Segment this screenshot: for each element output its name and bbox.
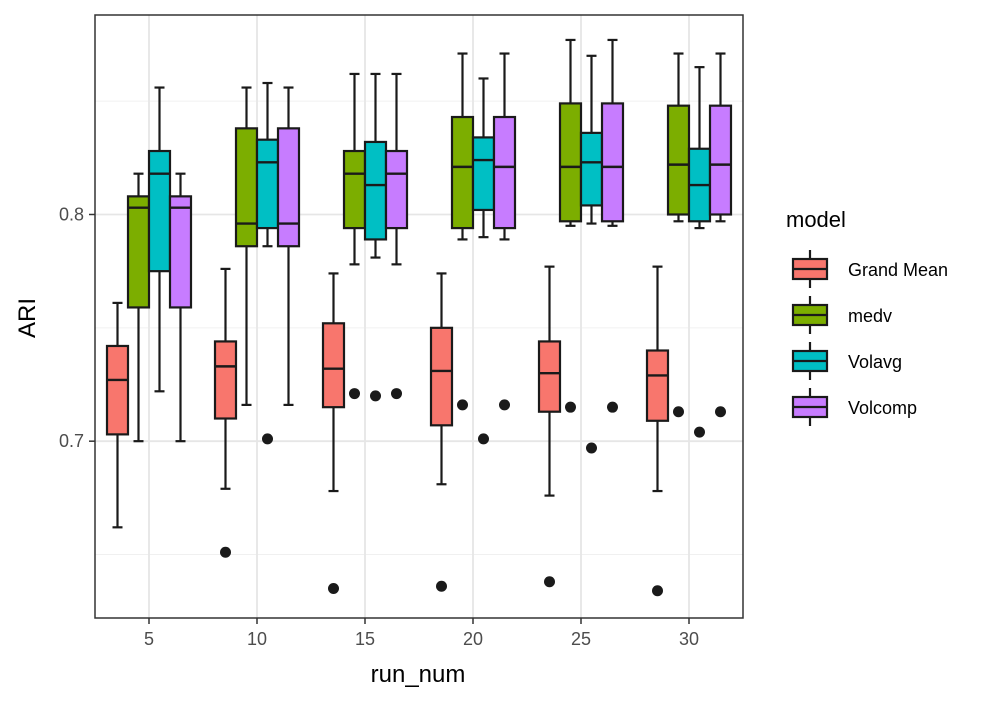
- outlier-point: [457, 399, 468, 411]
- outlier-point: [607, 401, 618, 413]
- legend-label: Grand Mean: [848, 260, 948, 280]
- box-body: [126, 195, 151, 309]
- y-axis-title: ARI: [14, 298, 41, 338]
- x-axis: 5 10 15 20 25 30: [144, 618, 699, 649]
- outlier-point: [436, 580, 447, 592]
- outlier-point: [544, 576, 555, 588]
- y-tick-label: 0.8: [59, 204, 84, 224]
- y-axis: 0.7 0.8: [59, 204, 95, 451]
- box-body: [708, 104, 733, 216]
- legend-label: Volavg: [848, 352, 902, 372]
- box-volavg-10: [255, 81, 280, 445]
- box-body: [492, 115, 517, 230]
- box-body: [363, 140, 388, 241]
- box-body: [537, 340, 562, 413]
- x-tick-label: 20: [463, 629, 483, 649]
- box-body: [213, 340, 238, 420]
- box-body: [579, 131, 604, 207]
- box-volcomp-5: [168, 172, 193, 443]
- box-body: [666, 104, 691, 216]
- y-tick-label: 0.7: [59, 431, 84, 451]
- box-medv-15: [342, 72, 367, 400]
- box-body: [168, 195, 193, 309]
- outlier-point: [652, 585, 663, 597]
- x-tick-label: 25: [571, 629, 591, 649]
- box-volcomp-20: [492, 52, 517, 411]
- box-body: [321, 322, 346, 409]
- outlier-point: [220, 546, 231, 558]
- box-body: [276, 127, 301, 248]
- box-volavg-5: [147, 86, 172, 393]
- outlier-point: [262, 433, 273, 445]
- legend-item-volavg: Volavg: [791, 342, 902, 380]
- legend-item-volcomp: Volcomp: [791, 388, 917, 426]
- box-grand-mean-5: [105, 301, 130, 529]
- box-body: [234, 127, 259, 248]
- outlier-point: [391, 388, 402, 400]
- box-body: [558, 102, 583, 223]
- panel-border: [94, 14, 744, 619]
- box-body: [342, 149, 367, 230]
- legend-label: Volcomp: [848, 398, 917, 418]
- outlier-point: [673, 406, 684, 418]
- box-grand-mean-15: [321, 272, 346, 595]
- outlier-point: [349, 388, 360, 400]
- plot-panel: [94, 14, 744, 619]
- box-volcomp-30: [708, 52, 733, 418]
- box-grand-mean-25: [537, 265, 562, 588]
- box-volavg-15: [363, 72, 388, 402]
- box-body: [255, 138, 280, 230]
- box-body: [429, 326, 454, 427]
- box-grand-mean-30: [645, 265, 670, 597]
- box-body: [600, 102, 625, 223]
- box-body: [450, 115, 475, 230]
- x-tick-label: 15: [355, 629, 375, 649]
- outlier-point: [586, 442, 597, 454]
- legend-title: model: [786, 207, 846, 232]
- box-medv-5: [126, 172, 151, 443]
- box-grand-mean-10: [213, 267, 238, 558]
- box-body: [471, 136, 496, 212]
- x-tick-label: 10: [247, 629, 267, 649]
- legend-label: medv: [848, 306, 892, 326]
- outlier-point: [715, 406, 726, 418]
- legend-item-medv: medv: [791, 296, 892, 334]
- legend-item-grand-mean: Grand Mean: [791, 250, 948, 288]
- outlier-point: [478, 433, 489, 445]
- outlier-point: [694, 426, 705, 438]
- outlier-point: [370, 390, 381, 402]
- outlier-point: [565, 401, 576, 413]
- box-body: [384, 149, 409, 230]
- x-tick-label: 5: [144, 629, 154, 649]
- box-volcomp-15: [384, 72, 409, 400]
- box-volavg-20: [471, 77, 496, 445]
- box-volcomp-10: [276, 86, 301, 407]
- box-body: [645, 349, 670, 422]
- box-volavg-30: [687, 66, 712, 438]
- box-grand-mean-20: [429, 272, 454, 592]
- box-volcomp-25: [600, 38, 625, 413]
- outlier-point: [499, 399, 510, 411]
- box-medv-10: [234, 86, 259, 407]
- box-body: [147, 149, 172, 273]
- panel-background: [95, 15, 743, 618]
- x-tick-label: 30: [679, 629, 699, 649]
- box-body: [105, 344, 130, 436]
- legend: model Grand Mean medv Volavg Volcomp: [786, 207, 948, 426]
- x-axis-title: run_num: [371, 661, 466, 688]
- outlier-point: [328, 583, 339, 595]
